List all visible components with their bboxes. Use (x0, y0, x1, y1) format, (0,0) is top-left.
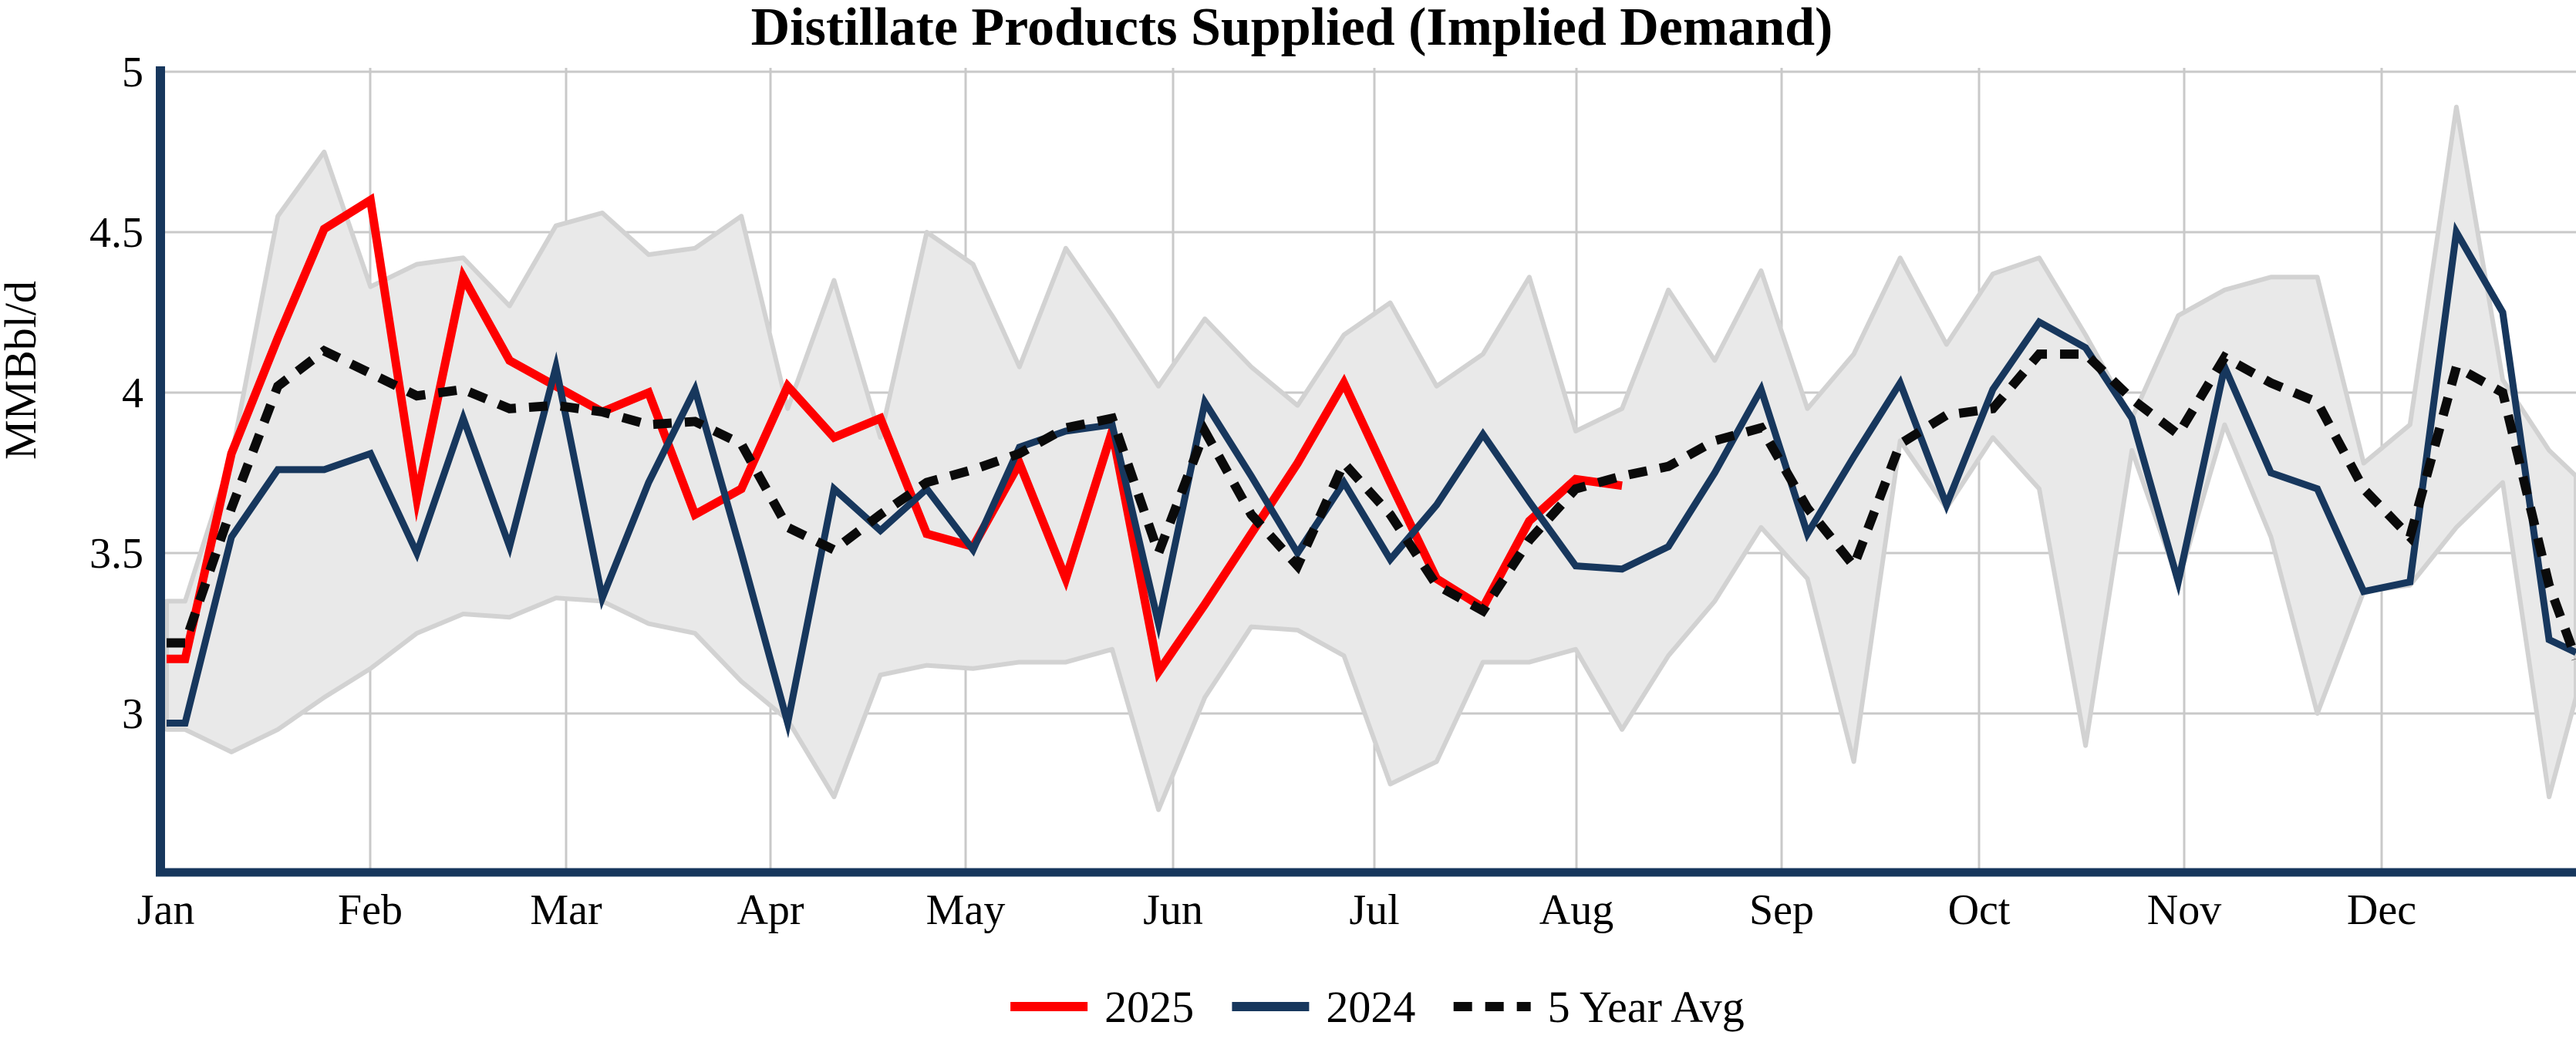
legend-item-2025: 2025 (1010, 982, 1194, 1032)
x-tick-label: Feb (338, 886, 403, 934)
x-tick-label: Sep (1749, 886, 1814, 934)
x-tick-label: Oct (1948, 886, 2011, 934)
x-tick-label: May (926, 886, 1006, 934)
line-2024 (167, 221, 2576, 739)
five-year-range-band (164, 104, 2576, 812)
legend-item-5-year-avg: 5 Year Avg (1453, 982, 1745, 1032)
chart-title: Distillate Products Supplied (Implied De… (751, 0, 1833, 57)
y-tick-label: 4.5 (89, 209, 143, 257)
y-tick-label: 5 (122, 49, 143, 96)
x-tick-label: Dec (2347, 886, 2416, 934)
x-tick-label: Jul (1349, 886, 1399, 934)
legend-label: 2024 (1326, 982, 1415, 1032)
y-tick-label: 3 (122, 690, 143, 738)
y-axis-label: MMBbl/d (0, 281, 46, 460)
x-tick-label: Apr (737, 886, 804, 934)
x-tick-label: Nov (2147, 886, 2221, 934)
line-2025 (167, 193, 1623, 683)
legend-label: 2025 (1104, 982, 1194, 1032)
legend-item-2024: 2024 (1232, 982, 1415, 1032)
legend-label: 5 Year Avg (1548, 982, 1745, 1032)
x-tick-label: Mar (530, 886, 602, 934)
x-tick-label: Jan (137, 886, 195, 934)
y-tick-label: 3.5 (89, 530, 143, 578)
y-tick-label: 4 (122, 369, 143, 417)
line-5yr-avg (167, 345, 2576, 661)
x-tick-label: Jun (1143, 886, 1203, 934)
x-tick-label: Aug (1539, 886, 1613, 934)
